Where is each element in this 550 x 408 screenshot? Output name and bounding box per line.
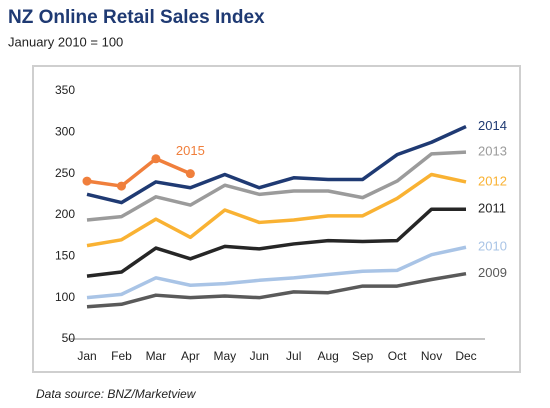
x-tick-label: Dec <box>455 349 476 363</box>
x-tick-label: Aug <box>318 349 339 363</box>
source-note: Data source: BNZ/Marketview <box>36 387 197 401</box>
series-line <box>86 172 467 248</box>
series-marker <box>82 176 92 186</box>
x-tick-label: Oct <box>388 349 407 363</box>
x-tick-label: Mar <box>146 349 167 363</box>
series-label: 2010 <box>478 239 507 254</box>
x-tick-label: Apr <box>181 349 200 363</box>
chart-subtitle: January 2010 = 100 <box>8 34 123 49</box>
series-label: 2011 <box>478 201 506 216</box>
series-marker <box>151 154 161 164</box>
series-label: 2014 <box>478 118 507 133</box>
series-label: 2009 <box>478 265 507 280</box>
series-label: 2013 <box>478 144 507 159</box>
series-marker <box>116 181 126 191</box>
y-tick-label: 50 <box>62 331 76 345</box>
series-line <box>86 245 467 300</box>
series-line <box>86 157 192 188</box>
x-tick-label: May <box>213 349 236 363</box>
x-tick-label: Jun <box>250 349 269 363</box>
series-line <box>86 207 466 278</box>
x-tick-label: Jul <box>286 349 301 363</box>
series-line <box>86 124 467 205</box>
x-tick-label: Jan <box>77 349 96 363</box>
series-line <box>86 150 467 222</box>
y-tick-label: 150 <box>55 249 75 263</box>
y-tick-label: 350 <box>55 83 75 97</box>
x-tick-label: Feb <box>111 349 132 363</box>
y-tick-label: 100 <box>55 290 75 304</box>
y-tick-label: 300 <box>55 125 75 139</box>
series-label: 2015 <box>176 143 205 158</box>
series-label: 2012 <box>478 173 507 188</box>
y-tick-label: 200 <box>55 207 75 221</box>
series-line <box>86 271 467 309</box>
y-tick-label: 250 <box>55 166 75 180</box>
series-marker <box>185 169 195 179</box>
x-tick-label: Nov <box>421 349 442 363</box>
chart-title: NZ Online Retail Sales Index <box>8 7 265 28</box>
x-tick-label: Sep <box>352 349 374 363</box>
